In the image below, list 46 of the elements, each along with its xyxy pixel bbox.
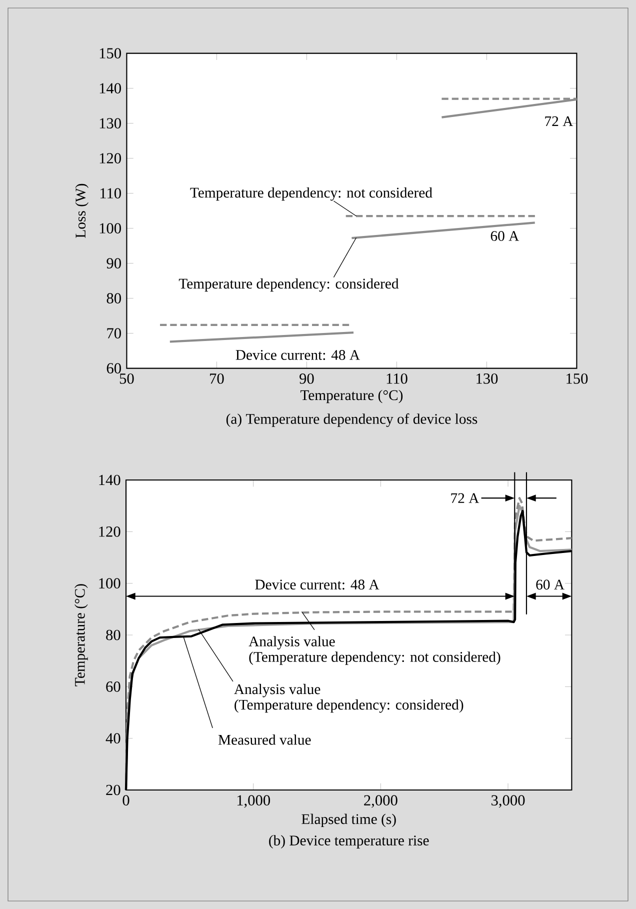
annotation: Temperature dependency: considered [178,278,399,292]
x-tick-label: 0 [122,795,130,806]
y-tick-label: 110 [100,188,121,198]
annotation: Analysis value [248,636,335,650]
annotation: Measured value [218,734,311,745]
x-tick-label: 90 [300,373,314,384]
y-tick-label: 80 [106,293,121,304]
y-tick-label: 140 [99,474,120,486]
x-axis-title: Temperature (°C) [300,390,403,404]
annotation: 72 A [545,116,574,126]
y-tick-label: 120 [99,526,120,537]
y-tick-label: 80 [106,630,120,640]
x-tick-label: 50 [120,373,134,384]
y-tick-label: 60 [106,682,120,692]
x-tick-label: 3,000 [492,795,525,808]
x-tick-label: 150 [566,373,588,384]
y-tick-label: 20 [106,784,120,796]
annotation: Device current: 48 A [236,350,360,360]
annotation: (Temperature dependency: considered) [234,699,464,713]
y-tick-label: 130 [100,118,121,128]
x-tick-label: 110 [386,373,408,384]
y-tick-label: 40 [106,733,120,744]
annotation: Analysis value [234,684,320,698]
y-axis-title: Loss (W) [75,184,88,238]
annotation: 60 A [536,580,564,590]
x-tick-label: 2,000 [364,795,398,808]
y-tick-label: 150 [100,48,121,58]
annotation: 60 A [490,231,520,241]
x-axis-title: Elapsed time (s) [302,814,396,828]
y-tick-label: 140 [100,83,121,94]
x-tick-label: 1,000 [237,795,270,808]
y-tick-label: 120 [100,153,121,164]
text: (b) Device temperature rise [269,835,429,848]
y-tick-label: 70 [107,328,121,338]
text: (a) Temperature dependency of device loss [226,413,478,427]
x-tick-label: 70 [210,373,224,384]
annotation: Temperature dependency: not considered [190,187,432,201]
x-tick-label: 130 [476,373,498,384]
y-axis-title: Temperature (°C) [74,584,88,686]
y-tick-label: 60 [106,363,121,374]
y-tick-label: 100 [100,223,121,234]
annotation: 72 A [451,493,480,503]
annotation: Device current: 48 A [255,580,380,590]
annotation: (Temperature dependency: not considered) [249,652,500,665]
y-tick-label: 100 [99,578,120,588]
y-tick-label: 90 [106,258,121,268]
